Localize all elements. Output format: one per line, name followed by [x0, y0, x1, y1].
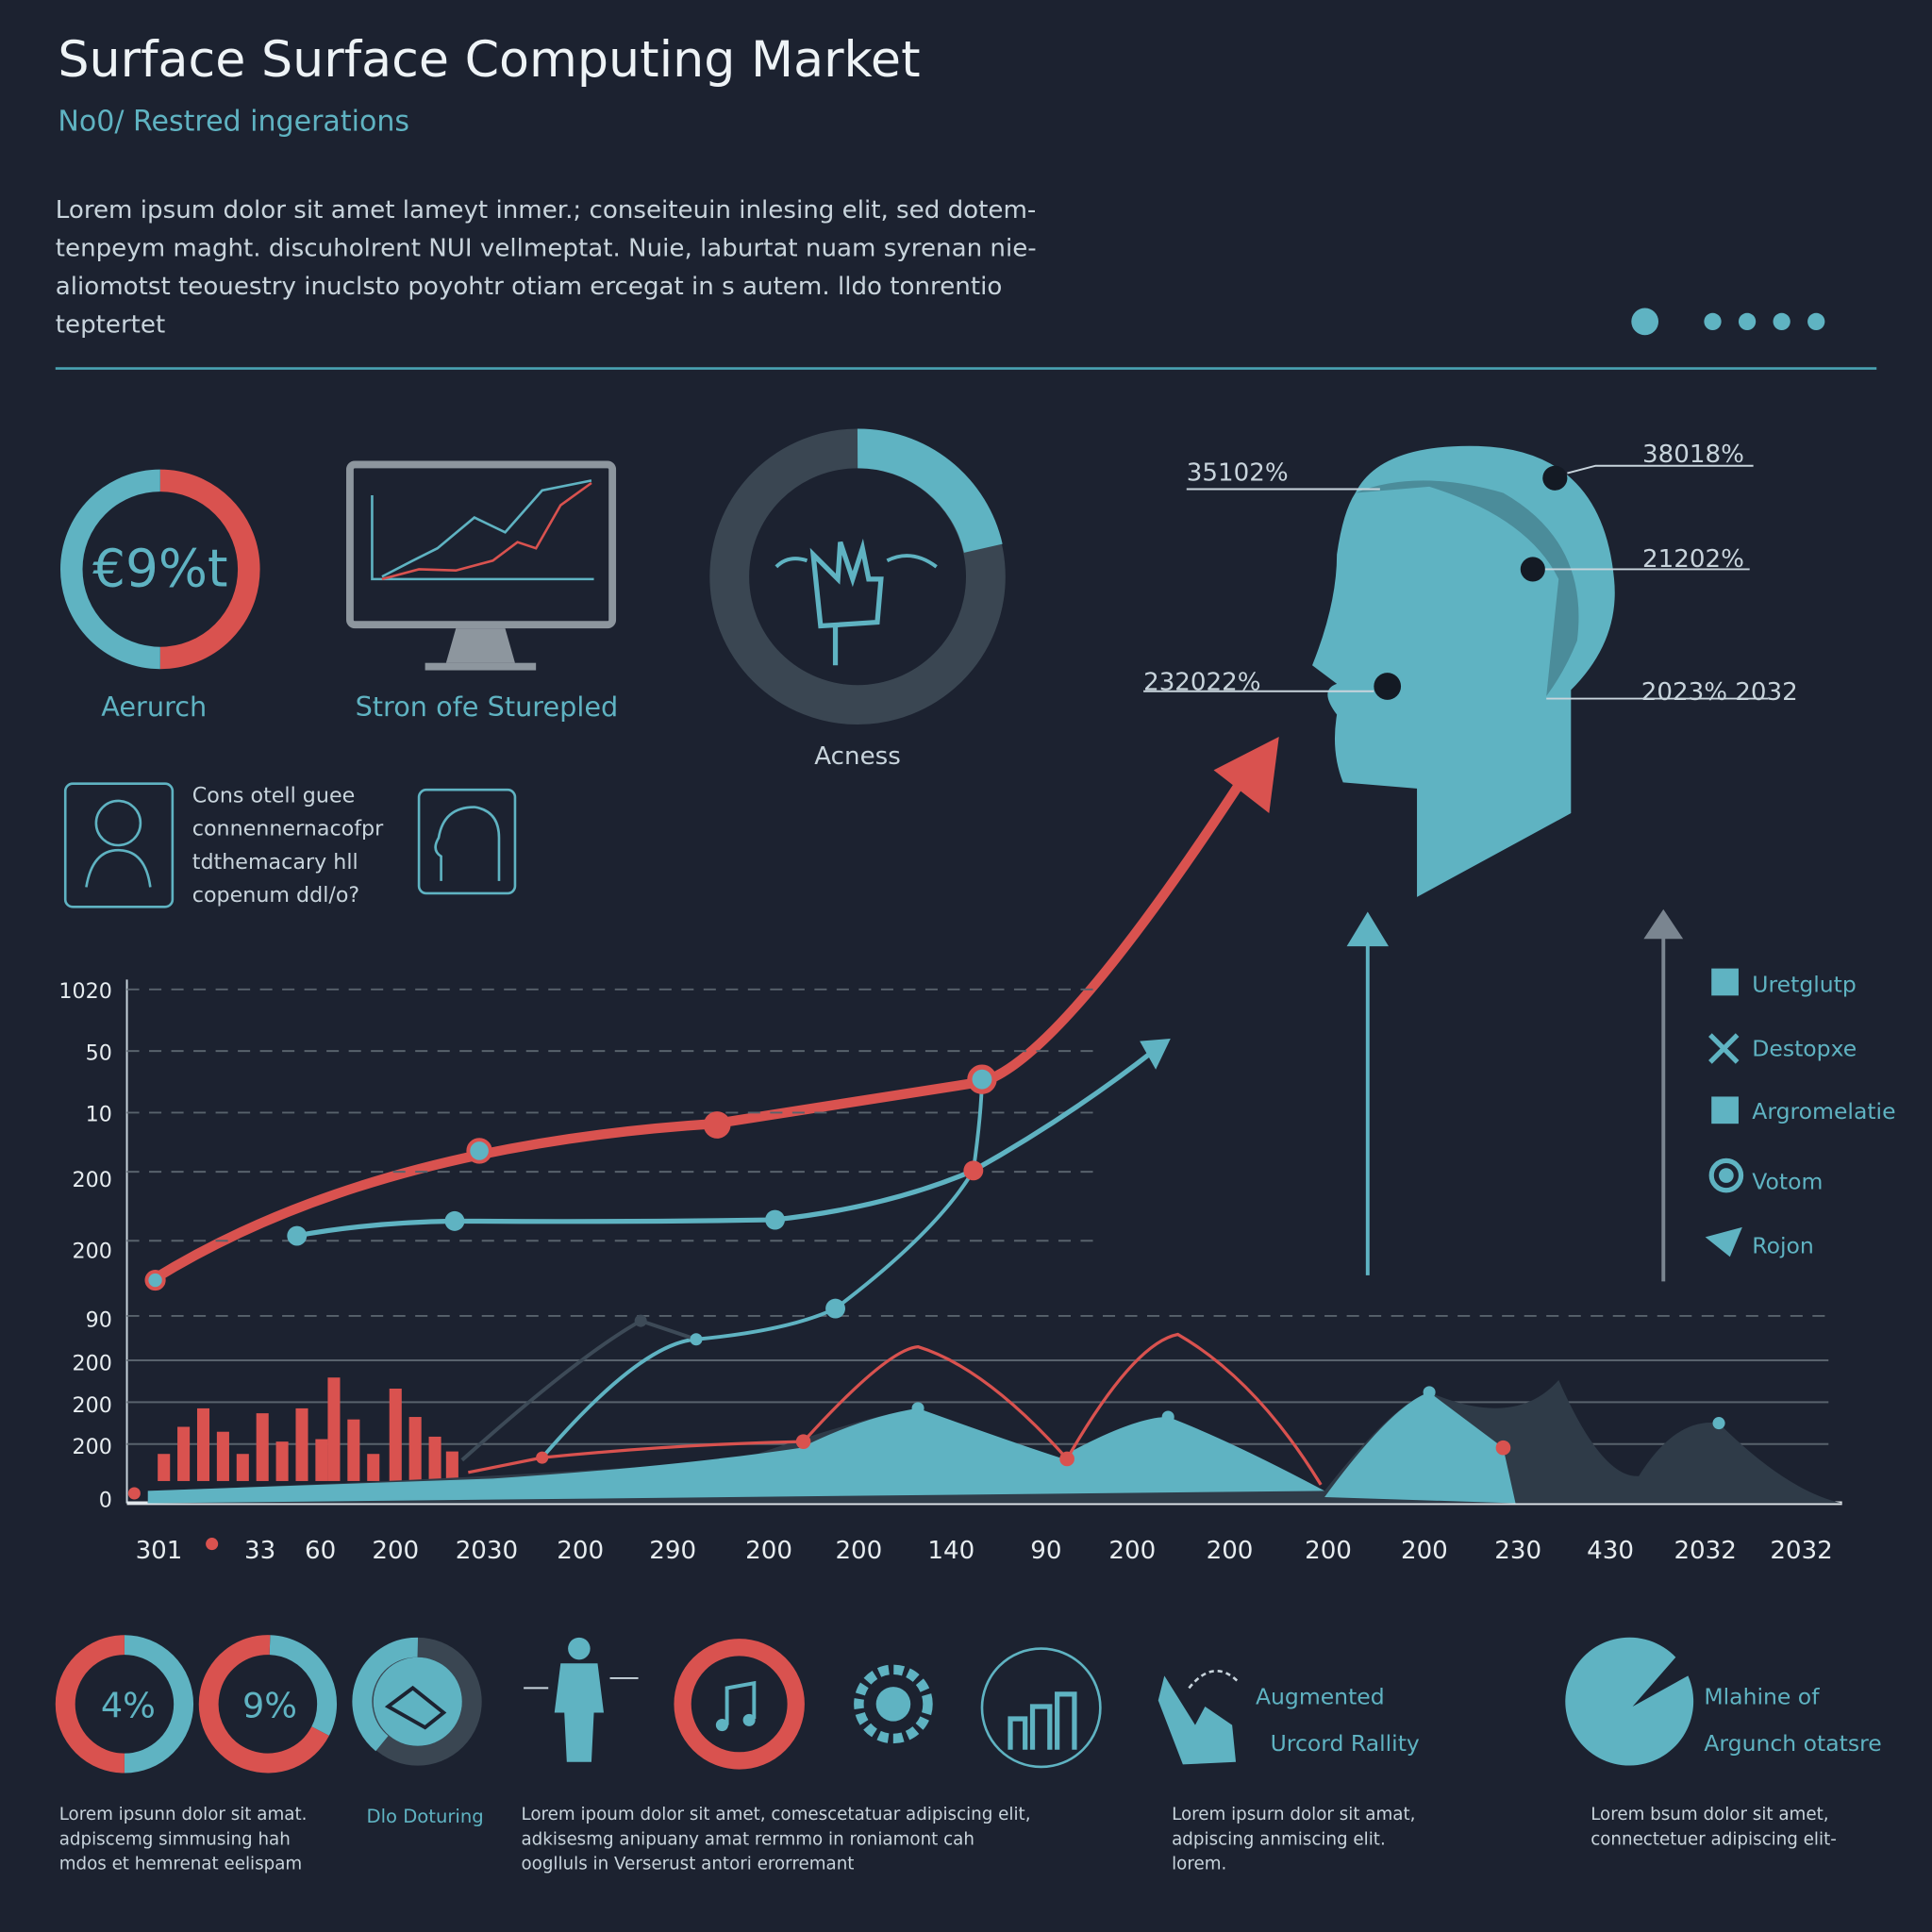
x-label: 430 — [1587, 1537, 1634, 1565]
subtitle: No0/ Restred ingerations — [58, 105, 409, 138]
x-label: 90 — [1030, 1537, 1061, 1565]
paragraph-line: Lorem ipsurn dolor sit amat, — [1172, 1805, 1415, 1824]
y-label: 50 — [86, 1041, 112, 1065]
callout-lines — [1143, 464, 1769, 700]
ml-label: Argunch otatsre — [1704, 1730, 1881, 1757]
paragraph-line: ooglluls in Verserust antori erorremant — [521, 1854, 854, 1874]
ring-value: 4% — [101, 1686, 156, 1726]
paragraph-line: lorem. — [1172, 1854, 1226, 1874]
y-label: 0 — [99, 1488, 112, 1512]
paragraph-line: Lorem ipoum dolor sit amet, comescetatua… — [521, 1805, 1030, 1824]
x-label: 200 — [1207, 1537, 1254, 1565]
legend-label: Uretglutp — [1752, 971, 1857, 997]
x-label: 200 — [1401, 1537, 1448, 1565]
ring-value: €9%t — [92, 539, 227, 599]
y-label: 200 — [72, 1393, 111, 1418]
x-label: 290 — [649, 1537, 696, 1565]
x-label: 2030 — [456, 1537, 518, 1565]
legend-label: Votom — [1752, 1168, 1823, 1194]
x-label: 33 — [244, 1537, 275, 1565]
head-callout: 21202% — [1642, 545, 1744, 574]
x-label: 60 — [305, 1537, 336, 1565]
y-label: 200 — [72, 1435, 111, 1459]
legend-label: Argromelatie — [1752, 1098, 1895, 1124]
x-label: 200 — [745, 1537, 792, 1565]
paragraph-line: mdos et hemrenat eelispam — [59, 1854, 303, 1874]
dark-curve — [460, 1319, 697, 1462]
x-label: 200 — [372, 1537, 419, 1565]
title: Surface Surface Computing Market — [58, 32, 920, 89]
paragraph-line: connectetuer adipiscing elit- — [1591, 1829, 1837, 1849]
x-label: 140 — [927, 1537, 974, 1565]
paragraph-line: Lorem bsum dolor sit amet, — [1591, 1805, 1828, 1824]
monitor-label: Stron ofe Sturepled — [356, 691, 619, 723]
ring-label: Aerurch — [101, 691, 207, 723]
intro-line: teptertet — [56, 311, 165, 340]
paragraph-line: adpiscemg simmusing hah — [59, 1829, 291, 1849]
x-label: 230 — [1494, 1537, 1541, 1565]
note-icons — [63, 782, 517, 908]
ml-label: Mlahine of — [1704, 1683, 1820, 1709]
paragraph-line: adpiscing anmiscing elit. — [1172, 1829, 1386, 1849]
y-label: 10 — [86, 1103, 112, 1127]
x-label: 200 — [557, 1537, 604, 1565]
progress-dots — [1631, 308, 1825, 336]
x-label: 200 — [1305, 1537, 1352, 1565]
red-wave — [468, 1332, 1323, 1486]
head-callout: 232022% — [1143, 668, 1260, 696]
note-line: Cons otell guee — [192, 783, 356, 808]
intro-line: tenpeym maght. discuholrent NUI vellmept… — [56, 235, 1037, 263]
teal-area — [147, 1391, 1516, 1504]
x-label: 200 — [835, 1537, 882, 1565]
legend-label: Destopxe — [1752, 1035, 1857, 1061]
head-illustration — [1312, 445, 1615, 897]
teal-arrowhead — [1140, 1039, 1171, 1070]
x-label: 200 — [1108, 1537, 1156, 1565]
head-callout: 35102% — [1187, 458, 1289, 487]
ring-icon — [60, 469, 260, 670]
up-arrows — [1346, 908, 1684, 1282]
note-line: connennernacofpr — [192, 817, 384, 841]
x-label: 301 — [136, 1537, 183, 1565]
monitor-icon — [346, 460, 617, 671]
red-arrowhead — [1213, 737, 1279, 814]
y-label: 1020 — [58, 979, 111, 1004]
y-label: 90 — [86, 1308, 112, 1333]
head-callout: 2023% 2032 — [1641, 678, 1798, 707]
intro-line: aliomotst teouestry inuclsto poyohtr oti… — [56, 273, 1003, 301]
y-label: 200 — [72, 1240, 111, 1264]
note-line: tdthemacary hll — [192, 850, 358, 874]
x-label: 2032 — [1770, 1537, 1832, 1565]
red-arrow — [151, 774, 1249, 1284]
head-hair — [1355, 480, 1579, 696]
ar-label: Urcord Rallity — [1271, 1730, 1420, 1757]
donut-label: Acness — [814, 742, 901, 771]
ring-value: 9% — [242, 1686, 297, 1726]
paragraph-line: adkisesmg anipuany amat rermmo in roniam… — [521, 1829, 974, 1849]
caption: Dlo Doturing — [367, 1806, 484, 1827]
legend-label: Rojon — [1752, 1232, 1813, 1258]
histogram — [158, 1377, 458, 1481]
y-label: 200 — [72, 1351, 111, 1375]
intro-line: Lorem ipsum dolor sit amet lameyt inmer.… — [56, 196, 1037, 225]
head-callout: 38018% — [1642, 441, 1744, 469]
line-points — [127, 1064, 1725, 1551]
paragraph-line: Lorem ipsunn dolor sit amat. — [59, 1805, 308, 1824]
bottom-icons — [55, 1635, 1694, 1774]
head-points — [1374, 465, 1568, 700]
y-label: 200 — [72, 1168, 111, 1192]
x-label: 2032 — [1674, 1537, 1736, 1565]
note-line: copenum ddl/o? — [192, 883, 359, 908]
donut-icon — [709, 428, 1006, 724]
ar-label: Augmented — [1256, 1683, 1385, 1709]
